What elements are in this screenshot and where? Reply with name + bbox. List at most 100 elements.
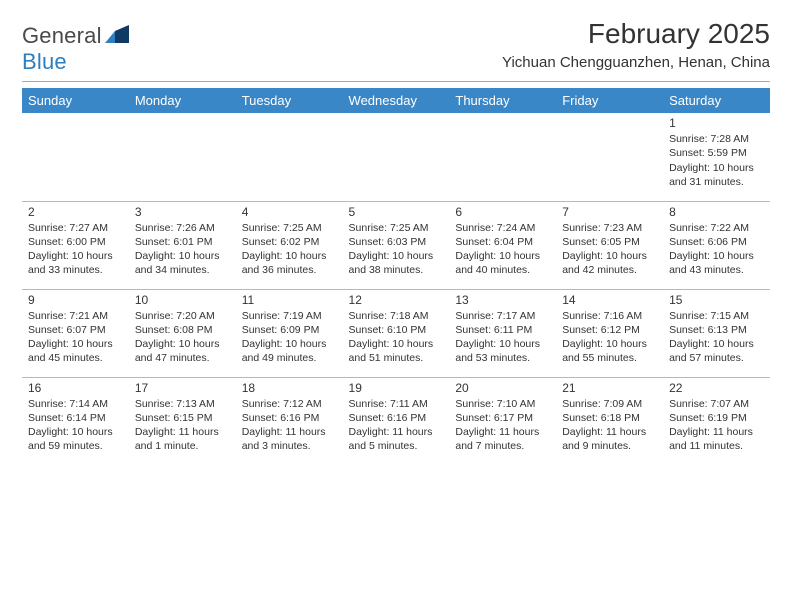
sunset-text: Sunset: 6:19 PM — [669, 411, 764, 425]
day-number: 14 — [562, 292, 657, 308]
day-number: 9 — [28, 292, 123, 308]
sunrise-text: Sunrise: 7:20 AM — [135, 309, 230, 323]
calendar-day-cell: 4Sunrise: 7:25 AMSunset: 6:02 PMDaylight… — [236, 201, 343, 289]
sunset-text: Sunset: 6:11 PM — [455, 323, 550, 337]
weekday-header: Wednesday — [343, 88, 450, 113]
daylight-text: Daylight: 11 hours and 5 minutes. — [349, 425, 444, 453]
calendar-day-cell: 17Sunrise: 7:13 AMSunset: 6:15 PMDayligh… — [129, 377, 236, 465]
sunset-text: Sunset: 6:18 PM — [562, 411, 657, 425]
daylight-text: Daylight: 10 hours and 51 minutes. — [349, 337, 444, 365]
calendar-page: General Blue February 2025 Yichuan Cheng… — [0, 0, 792, 612]
sunrise-text: Sunrise: 7:21 AM — [28, 309, 123, 323]
day-number: 8 — [669, 204, 764, 220]
calendar-head: Sunday Monday Tuesday Wednesday Thursday… — [22, 88, 770, 113]
sunrise-text: Sunrise: 7:07 AM — [669, 397, 764, 411]
day-number: 21 — [562, 380, 657, 396]
daylight-text: Daylight: 10 hours and 40 minutes. — [455, 249, 550, 277]
day-number: 5 — [349, 204, 444, 220]
sunset-text: Sunset: 6:03 PM — [349, 235, 444, 249]
sunset-text: Sunset: 6:13 PM — [669, 323, 764, 337]
day-number: 2 — [28, 204, 123, 220]
sunrise-text: Sunrise: 7:15 AM — [669, 309, 764, 323]
logo-mark-icon — [105, 23, 131, 49]
weekday-header: Monday — [129, 88, 236, 113]
calendar-week-row: 16Sunrise: 7:14 AMSunset: 6:14 PMDayligh… — [22, 377, 770, 465]
daylight-text: Daylight: 11 hours and 1 minute. — [135, 425, 230, 453]
calendar-week-row: 1Sunrise: 7:28 AMSunset: 5:59 PMDaylight… — [22, 113, 770, 201]
calendar-day-cell: 2Sunrise: 7:27 AMSunset: 6:00 PMDaylight… — [22, 201, 129, 289]
day-number: 7 — [562, 204, 657, 220]
sunset-text: Sunset: 6:17 PM — [455, 411, 550, 425]
sunrise-text: Sunrise: 7:14 AM — [28, 397, 123, 411]
sunset-text: Sunset: 6:07 PM — [28, 323, 123, 337]
calendar-day-cell: 8Sunrise: 7:22 AMSunset: 6:06 PMDaylight… — [663, 201, 770, 289]
sunset-text: Sunset: 6:04 PM — [455, 235, 550, 249]
sunrise-text: Sunrise: 7:12 AM — [242, 397, 337, 411]
calendar-day-cell: 7Sunrise: 7:23 AMSunset: 6:05 PMDaylight… — [556, 201, 663, 289]
sunrise-text: Sunrise: 7:11 AM — [349, 397, 444, 411]
sunset-text: Sunset: 6:12 PM — [562, 323, 657, 337]
calendar-day-cell: 3Sunrise: 7:26 AMSunset: 6:01 PMDaylight… — [129, 201, 236, 289]
sunset-text: Sunset: 6:06 PM — [669, 235, 764, 249]
calendar-day-cell — [556, 113, 663, 201]
sunrise-text: Sunrise: 7:28 AM — [669, 132, 764, 146]
weekday-header: Tuesday — [236, 88, 343, 113]
day-number: 16 — [28, 380, 123, 396]
sunrise-text: Sunrise: 7:27 AM — [28, 221, 123, 235]
logo-text-general: General — [22, 23, 102, 48]
sunrise-text: Sunrise: 7:24 AM — [455, 221, 550, 235]
daylight-text: Daylight: 10 hours and 38 minutes. — [349, 249, 444, 277]
title-block: February 2025 Yichuan Chengguanzhen, Hen… — [502, 18, 770, 71]
weekday-header: Thursday — [449, 88, 556, 113]
sunrise-text: Sunrise: 7:25 AM — [242, 221, 337, 235]
sunset-text: Sunset: 6:08 PM — [135, 323, 230, 337]
calendar-week-row: 2Sunrise: 7:27 AMSunset: 6:00 PMDaylight… — [22, 201, 770, 289]
header-divider — [22, 81, 770, 82]
sunrise-text: Sunrise: 7:17 AM — [455, 309, 550, 323]
sunset-text: Sunset: 5:59 PM — [669, 146, 764, 160]
sunset-text: Sunset: 6:14 PM — [28, 411, 123, 425]
day-number: 3 — [135, 204, 230, 220]
calendar-day-cell: 1Sunrise: 7:28 AMSunset: 5:59 PMDaylight… — [663, 113, 770, 201]
day-number: 6 — [455, 204, 550, 220]
daylight-text: Daylight: 10 hours and 53 minutes. — [455, 337, 550, 365]
calendar-day-cell: 20Sunrise: 7:10 AMSunset: 6:17 PMDayligh… — [449, 377, 556, 465]
day-number: 12 — [349, 292, 444, 308]
calendar-week-row: 9Sunrise: 7:21 AMSunset: 6:07 PMDaylight… — [22, 289, 770, 377]
day-number: 10 — [135, 292, 230, 308]
daylight-text: Daylight: 11 hours and 3 minutes. — [242, 425, 337, 453]
day-number: 11 — [242, 292, 337, 308]
sunset-text: Sunset: 6:00 PM — [28, 235, 123, 249]
calendar-table: Sunday Monday Tuesday Wednesday Thursday… — [22, 88, 770, 465]
calendar-day-cell: 5Sunrise: 7:25 AMSunset: 6:03 PMDaylight… — [343, 201, 450, 289]
daylight-text: Daylight: 10 hours and 34 minutes. — [135, 249, 230, 277]
logo: General Blue — [22, 27, 131, 71]
sunrise-text: Sunrise: 7:09 AM — [562, 397, 657, 411]
daylight-text: Daylight: 10 hours and 57 minutes. — [669, 337, 764, 365]
daylight-text: Daylight: 10 hours and 59 minutes. — [28, 425, 123, 453]
weekday-header: Sunday — [22, 88, 129, 113]
daylight-text: Daylight: 10 hours and 45 minutes. — [28, 337, 123, 365]
daylight-text: Daylight: 10 hours and 55 minutes. — [562, 337, 657, 365]
calendar-body: 1Sunrise: 7:28 AMSunset: 5:59 PM Daylight… — [22, 113, 770, 465]
sunset-text: Sunset: 6:09 PM — [242, 323, 337, 337]
calendar-day-cell: 15Sunrise: 7:15 AMSunset: 6:13 PMDayligh… — [663, 289, 770, 377]
sunrise-text: Sunrise: 7:22 AM — [669, 221, 764, 235]
day-number: 13 — [455, 292, 550, 308]
day-number: 18 — [242, 380, 337, 396]
sunset-text: Sunset: 6:16 PM — [242, 411, 337, 425]
day-number: 17 — [135, 380, 230, 396]
daylight-text: Daylight: 10 hours and 42 minutes. — [562, 249, 657, 277]
day-number: 1 — [669, 115, 764, 131]
sunrise-text: Sunrise: 7:19 AM — [242, 309, 337, 323]
daylight-text: Daylight: 11 hours and 7 minutes. — [455, 425, 550, 453]
daylight-text: Daylight: 10 hours and 33 minutes. — [28, 249, 123, 277]
daylight-text: Daylight: 10 hours and 43 minutes. — [669, 249, 764, 277]
calendar-day-cell: 14Sunrise: 7:16 AMSunset: 6:12 PMDayligh… — [556, 289, 663, 377]
calendar-day-cell: 9Sunrise: 7:21 AMSunset: 6:07 PMDaylight… — [22, 289, 129, 377]
calendar-day-cell: 18Sunrise: 7:12 AMSunset: 6:16 PMDayligh… — [236, 377, 343, 465]
calendar-day-cell: 21Sunrise: 7:09 AMSunset: 6:18 PMDayligh… — [556, 377, 663, 465]
logo-text-blue: Blue — [22, 49, 67, 74]
calendar-day-cell: 22Sunrise: 7:07 AMSunset: 6:19 PMDayligh… — [663, 377, 770, 465]
calendar-day-cell: 11Sunrise: 7:19 AMSunset: 6:09 PMDayligh… — [236, 289, 343, 377]
